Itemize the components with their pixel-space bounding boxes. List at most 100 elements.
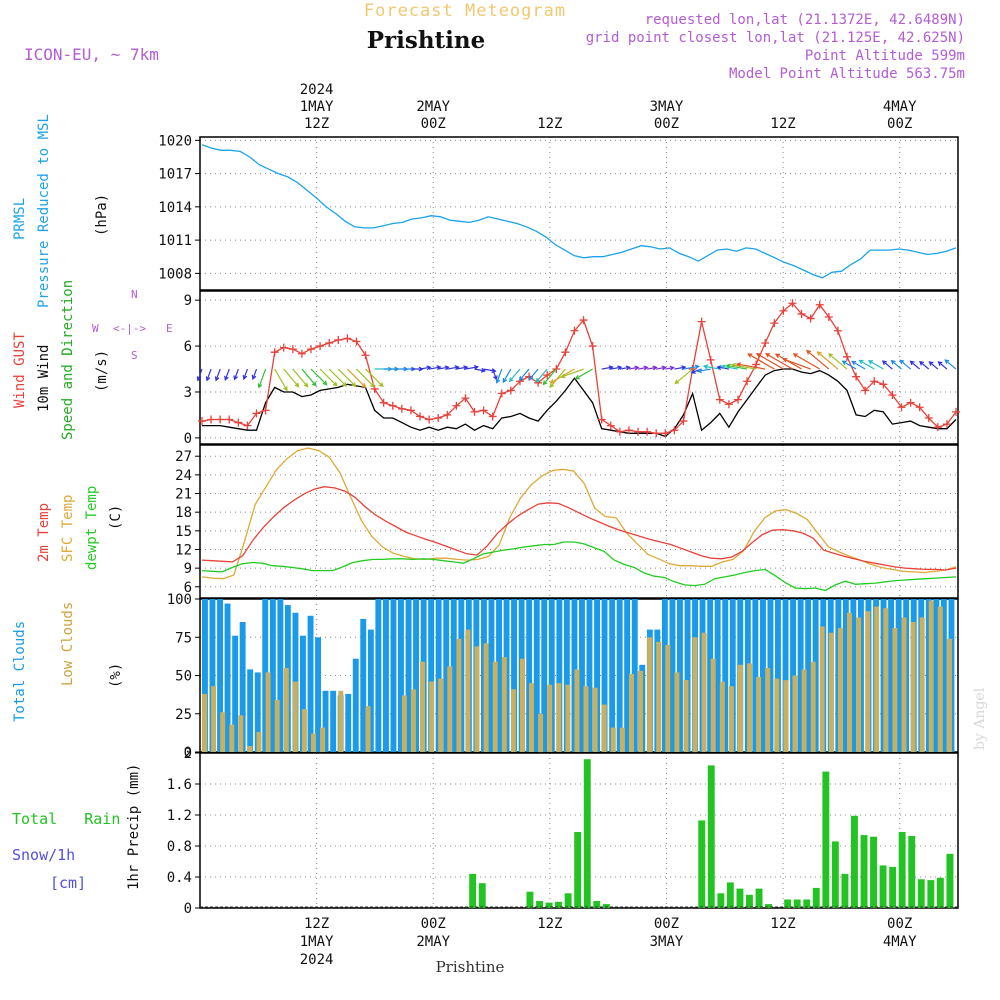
top-tick-label: 3MAY xyxy=(650,99,684,115)
low-cloud-bar xyxy=(401,695,407,752)
low-cloud-bar xyxy=(529,683,534,752)
ytick-label: 27 xyxy=(175,449,192,465)
ytick-label: 3 xyxy=(184,385,192,401)
snow-unit: [cm] xyxy=(50,874,86,892)
rain-bar xyxy=(469,873,477,908)
ytick-label: 0.8 xyxy=(167,839,192,855)
low-cloud-bar xyxy=(883,608,889,752)
rain-bar xyxy=(736,888,744,908)
compass-north: N xyxy=(131,288,138,301)
wind-arrow xyxy=(899,359,911,370)
low-cloud-bar xyxy=(247,745,253,752)
total-cloud-bar xyxy=(782,599,789,752)
low-cloud-bar xyxy=(828,632,834,752)
gust-marker xyxy=(588,342,597,351)
bottom-tick-label: 2024 xyxy=(300,952,334,968)
pressure-labels: PRMSL Pressure Reduced to MSL (hPa) xyxy=(12,114,110,308)
rain-bar xyxy=(545,902,553,908)
total-cloud-bar xyxy=(352,658,359,752)
total-cloud-bar xyxy=(330,690,337,752)
pressure-unit: (hPa) xyxy=(94,194,110,236)
low-cloud-bar xyxy=(456,638,462,752)
low-cloud-bar xyxy=(719,681,725,752)
low-cloud-bar xyxy=(410,689,416,752)
gust-marker xyxy=(470,407,479,416)
rain-bar xyxy=(698,820,706,908)
total-cloud-bar xyxy=(661,599,668,752)
low-cloud-bar xyxy=(311,733,316,752)
total-cloud-bar xyxy=(488,599,495,752)
total-cloud-bar xyxy=(224,603,231,752)
station-title: Prishtine xyxy=(367,27,486,54)
gust-marker xyxy=(579,316,588,325)
wind-arrow xyxy=(696,368,711,374)
ytick-label: 0 xyxy=(184,745,192,761)
gust-marker xyxy=(661,429,670,438)
low-cloud-bar xyxy=(747,663,753,752)
panels: 1008101110141017102003696912151821242702… xyxy=(158,133,960,917)
ytick-label: 0 xyxy=(184,431,192,447)
bottom-tick-label: 00Z xyxy=(654,916,679,932)
total-cloud-bar xyxy=(367,629,374,752)
wind-arrow xyxy=(747,353,775,370)
total-cloud-bar xyxy=(579,599,585,752)
low-cloud-bar xyxy=(556,683,562,752)
gust-marker xyxy=(806,314,815,323)
rain-bar xyxy=(478,883,486,908)
rain-label: Total Rain xyxy=(12,810,120,828)
low-cloud-bar xyxy=(638,670,643,752)
low-cloud-bar xyxy=(301,709,307,752)
rain-bar xyxy=(898,832,906,908)
ytick-label: 18 xyxy=(175,505,192,521)
ytick-label: 9 xyxy=(184,561,192,577)
total-cloud-bar xyxy=(548,599,555,752)
gust-marker xyxy=(397,404,406,413)
gust-marker xyxy=(461,394,470,403)
gust-marker xyxy=(243,421,252,430)
gust-marker xyxy=(615,427,624,436)
wind-arrow xyxy=(735,362,766,370)
total-cloud-bar xyxy=(533,599,540,752)
wind-arrow xyxy=(674,368,693,385)
low-cloud-bar xyxy=(792,675,798,752)
low-cloud-bar xyxy=(919,617,925,752)
bottom-time-axis: 12Z 1MAY 2024 00Z 2MAY 12Z 00Z 3MAY 12Z 00Z 4MAY xyxy=(300,916,917,968)
gust-marker xyxy=(815,300,824,309)
low-cloud-bar xyxy=(274,700,280,752)
rain-bar xyxy=(574,832,582,908)
low-cloud-bar xyxy=(710,658,716,752)
low-cloud-bar xyxy=(501,657,507,752)
gust-marker xyxy=(879,380,888,389)
low-cloud-bar xyxy=(465,629,471,752)
rain-bar xyxy=(831,841,839,908)
ytick-label: 24 xyxy=(175,468,192,484)
low-cloud-bar xyxy=(320,727,326,752)
total-cloud-bar xyxy=(269,599,276,752)
rain-bar xyxy=(803,899,811,908)
gust-marker xyxy=(434,413,443,422)
total-cloud-bar xyxy=(684,599,691,752)
total-cloud-bar xyxy=(383,599,389,752)
wind-unit: (m/s) xyxy=(94,350,110,392)
low-cloud-bar xyxy=(847,612,852,752)
rain-bar xyxy=(908,835,916,908)
bottom-tick-label: 2MAY xyxy=(416,934,450,950)
gust-marker xyxy=(379,398,388,407)
rain-bar xyxy=(583,759,591,908)
gust-marker xyxy=(252,409,261,418)
bottom-tick-label: 4MAY xyxy=(883,934,917,950)
wind-arrow xyxy=(792,353,821,370)
low-cloud-bar xyxy=(801,669,807,752)
low-cloud-bar xyxy=(592,687,598,752)
ytick-label: 1020 xyxy=(158,133,192,149)
wind-arrow xyxy=(816,351,839,370)
clouds-unit: (%) xyxy=(108,663,124,688)
low-cloud-bar xyxy=(665,644,671,752)
ytick-label: 9 xyxy=(184,293,192,309)
low-cloud-bar xyxy=(692,637,698,753)
wind-arrow xyxy=(674,365,687,371)
gust-marker xyxy=(288,345,297,354)
gust-marker xyxy=(706,355,715,364)
wind-arrow xyxy=(319,368,338,387)
rain-bar xyxy=(927,880,935,908)
